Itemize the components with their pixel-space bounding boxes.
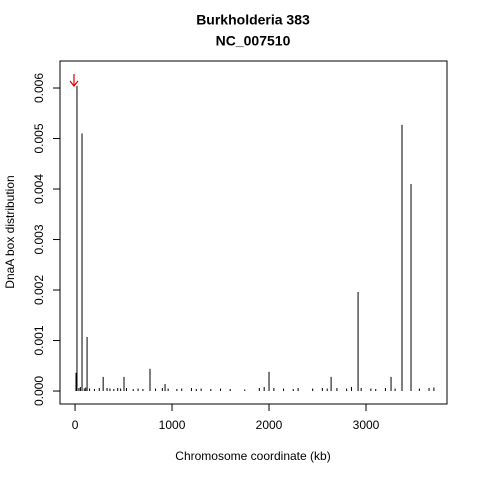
x-tick-label: 1000 <box>159 418 186 432</box>
x-tick-label: 3000 <box>353 418 380 432</box>
y-tick-label: 0.001 <box>32 325 46 355</box>
y-axis-label: DnaA box distribution <box>3 175 17 288</box>
x-tick-label: 0 <box>72 418 79 432</box>
annotation-arrow <box>69 74 79 87</box>
y-tick-label: 0.004 <box>32 174 46 204</box>
plot-frame <box>59 60 448 405</box>
y-tick-label: 0.000 <box>32 376 46 406</box>
chart-title: Burkholderia 383 <box>196 12 310 28</box>
x-axis-label: Chromosome coordinate (kb) <box>175 449 330 463</box>
y-tick-label: 0.003 <box>32 224 46 254</box>
y-tick-label: 0.002 <box>32 275 46 305</box>
y-tick-label: 0.005 <box>32 123 46 153</box>
chart-subtitle: NC_007510 <box>216 33 291 49</box>
y-tick-label: 0.006 <box>32 73 46 103</box>
x-tick-label: 2000 <box>256 418 283 432</box>
